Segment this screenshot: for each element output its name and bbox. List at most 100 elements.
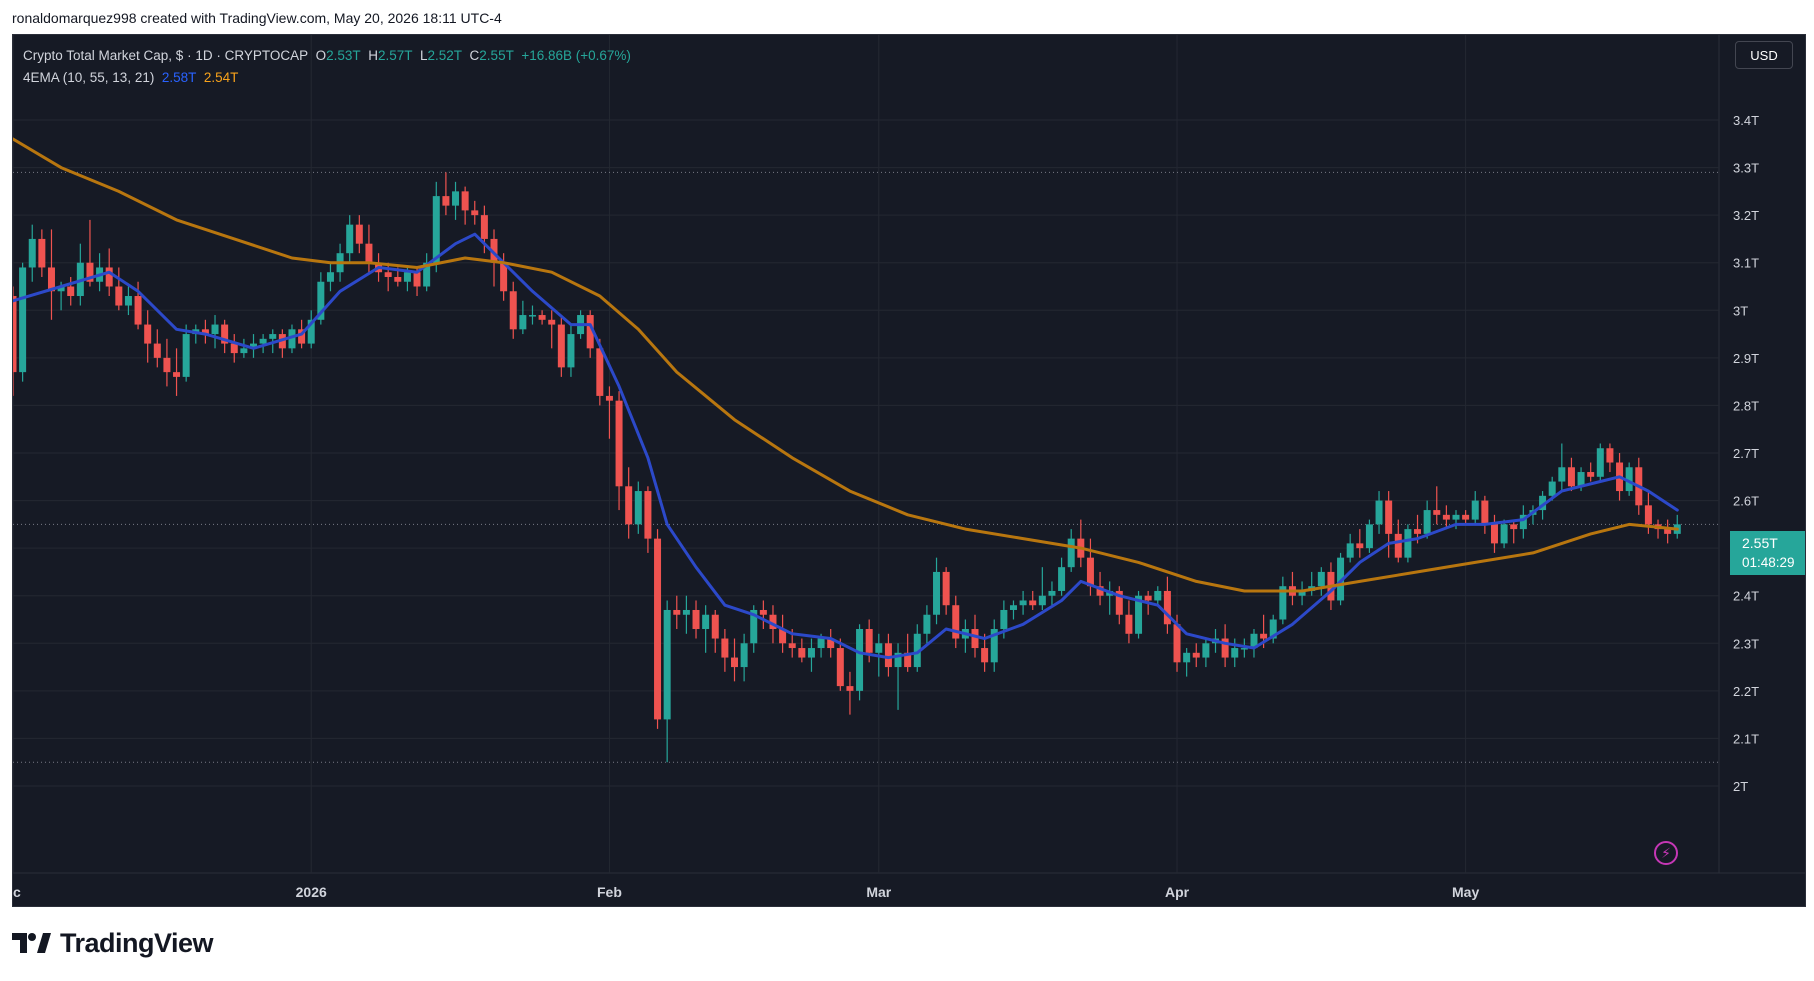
- close-value: 2.55T: [479, 48, 514, 63]
- time-label: Mar: [866, 884, 891, 900]
- candle-body: [1038, 595, 1046, 606]
- candle-body: [740, 643, 748, 668]
- time-axis: ec 2026 Feb Mar Apr May: [13, 884, 1479, 900]
- symbol-title[interactable]: Crypto Total Market Cap, $ · 1D · CRYPTO…: [23, 48, 309, 63]
- grid: [13, 35, 1805, 874]
- candle-body: [673, 609, 681, 615]
- candle-body: [846, 686, 854, 691]
- candle-body: [1125, 614, 1133, 634]
- candle-body: [759, 609, 767, 615]
- candle-body: [1404, 529, 1412, 558]
- candle-body: [173, 372, 181, 377]
- candle-body: [269, 334, 277, 339]
- candle-body: [28, 238, 36, 268]
- time-label: ec: [13, 884, 21, 900]
- open-label: O: [315, 48, 327, 63]
- candle-body: [1519, 514, 1527, 530]
- bar-countdown: 01:48:29: [1742, 555, 1795, 570]
- candle-body: [894, 652, 902, 668]
- candle-body: [615, 400, 623, 487]
- lightning-icon[interactable]: ⚡: [1654, 841, 1678, 865]
- candle-body: [1442, 514, 1450, 520]
- indicator-title[interactable]: 4EMA (10, 55, 13, 21): [23, 70, 155, 85]
- candle-body: [1260, 633, 1268, 639]
- candle-body: [586, 315, 594, 349]
- candle-body: [1029, 600, 1037, 606]
- candle-body: [230, 343, 238, 354]
- candle-body: [1279, 586, 1287, 620]
- candle-body: [1317, 571, 1325, 587]
- price-label: 2.4T: [1733, 589, 1759, 604]
- candle-body: [115, 286, 123, 306]
- candle-body: [856, 629, 864, 691]
- candle-body: [644, 491, 652, 539]
- candle-body: [721, 638, 729, 658]
- candle-body: [634, 491, 642, 525]
- candle-body: [1644, 505, 1652, 525]
- price-chart[interactable]: 3.4T3.3T3.2T3.1T3T2.9T2.8T2.7T2.6T2.5T2.…: [13, 35, 1806, 907]
- chart-legend: Crypto Total Market Cap, $ · 1D · CRYPTO…: [23, 45, 631, 89]
- candle-body: [1048, 590, 1056, 596]
- candle-body: [144, 324, 152, 344]
- candle-body: [240, 348, 248, 354]
- candle-body: [1096, 586, 1104, 596]
- ema-fast-line: [13, 232, 1679, 660]
- candle-body: [596, 348, 604, 396]
- price-label: 2.9T: [1733, 351, 1759, 366]
- candle-body: [1548, 481, 1556, 496]
- candle-body: [1000, 609, 1008, 630]
- candle-body: [1250, 633, 1258, 649]
- candle-body: [211, 324, 219, 335]
- ema-slow-value: 2.54T: [203, 70, 239, 85]
- brand-name: TradingView: [60, 927, 214, 958]
- candle-body: [654, 538, 662, 720]
- price-label: 3.4T: [1733, 113, 1759, 128]
- chart-frame[interactable]: 3.4T3.3T3.2T3.1T3T2.9T2.8T2.7T2.6T2.5T2.…: [12, 34, 1806, 907]
- last-price-value: 2.55T: [1742, 535, 1778, 551]
- price-label: 3.3T: [1733, 161, 1759, 176]
- candle-body: [432, 196, 440, 263]
- price-label: 3.1T: [1733, 256, 1759, 271]
- candle-body: [1346, 543, 1354, 558]
- candle-body: [1462, 514, 1470, 520]
- candle-body: [1009, 605, 1017, 610]
- candle-body: [326, 272, 334, 282]
- candle-body: [1067, 538, 1075, 568]
- candle-body: [1115, 590, 1123, 615]
- candle-body: [548, 319, 556, 325]
- candle-body: [1596, 448, 1604, 477]
- candle-body: [884, 643, 892, 668]
- change-value: +16.86B (+0.67%): [521, 48, 631, 63]
- candle-body: [990, 629, 998, 663]
- price-label: 2.1T: [1733, 731, 1759, 746]
- candle-body: [442, 196, 450, 206]
- currency-button[interactable]: USD: [1735, 41, 1793, 69]
- candle-body: [952, 605, 960, 639]
- candle-body: [769, 614, 777, 630]
- candle-body: [875, 643, 883, 653]
- candle-body: [307, 319, 315, 344]
- candle-body: [182, 334, 190, 377]
- candle-body: [47, 267, 55, 292]
- candle-body: [942, 571, 950, 606]
- candle-body: [865, 629, 873, 653]
- candle-body: [1539, 495, 1547, 511]
- candle-body: [625, 486, 633, 525]
- candle-body: [538, 315, 546, 320]
- candle-body: [19, 267, 27, 373]
- candle-body: [1587, 472, 1595, 477]
- candle-body: [163, 357, 171, 373]
- candle-body: [250, 343, 257, 349]
- candle-body: [394, 276, 402, 282]
- candle-body: [1163, 590, 1171, 625]
- candles: [13, 172, 1681, 763]
- chart-attribution: ronaldomarquez998 created with TradingVi…: [12, 10, 502, 26]
- candle-body: [1606, 448, 1614, 463]
- price-label: 2.3T: [1733, 636, 1759, 651]
- high-label: H: [368, 48, 378, 63]
- candle-body: [731, 657, 738, 668]
- candle-body: [904, 652, 912, 668]
- candle-body: [1481, 500, 1489, 525]
- candle-body: [682, 609, 690, 615]
- tradingview-logo-icon: [12, 933, 51, 953]
